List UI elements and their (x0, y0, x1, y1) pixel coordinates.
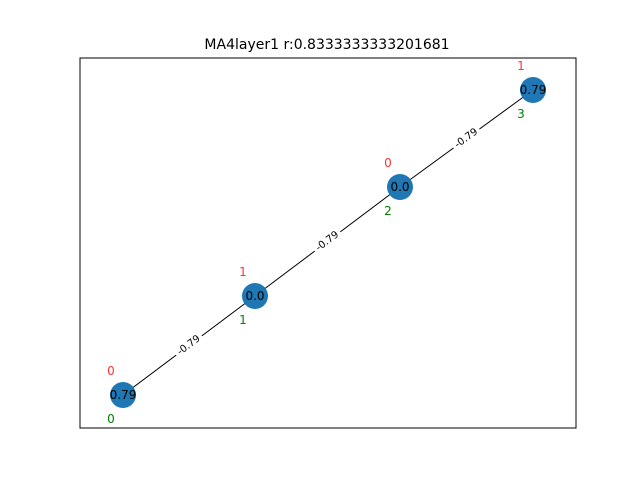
node-1 (242, 283, 268, 309)
node-bottom-label: 0 (107, 412, 115, 426)
node-top-label: 0 (384, 156, 392, 170)
node-2 (387, 174, 413, 200)
node-0 (110, 382, 136, 408)
node-bottom-label: 1 (239, 313, 247, 327)
node-top-label: 1 (239, 265, 247, 279)
chart-title: MA4layer1 r:0.8333333333201681 (204, 37, 449, 53)
node-bottom-label: 2 (384, 204, 392, 218)
edge-label-background (171, 330, 206, 360)
nodes-layer (110, 77, 546, 408)
node-top-label: 0 (107, 364, 115, 378)
node-3 (520, 77, 546, 103)
edge-label-background (449, 123, 483, 153)
edge-label-background (310, 226, 344, 256)
node-value-label: 0.79 (110, 388, 137, 402)
node-bottom-label: 3 (517, 107, 525, 121)
node-top-label: 1 (517, 59, 525, 73)
node-value-label: 0.0 (245, 289, 264, 303)
node-value-label: 0.79 (520, 83, 547, 97)
node-value-label: 0.0 (390, 180, 409, 194)
plot-frame (79, 57, 577, 429)
